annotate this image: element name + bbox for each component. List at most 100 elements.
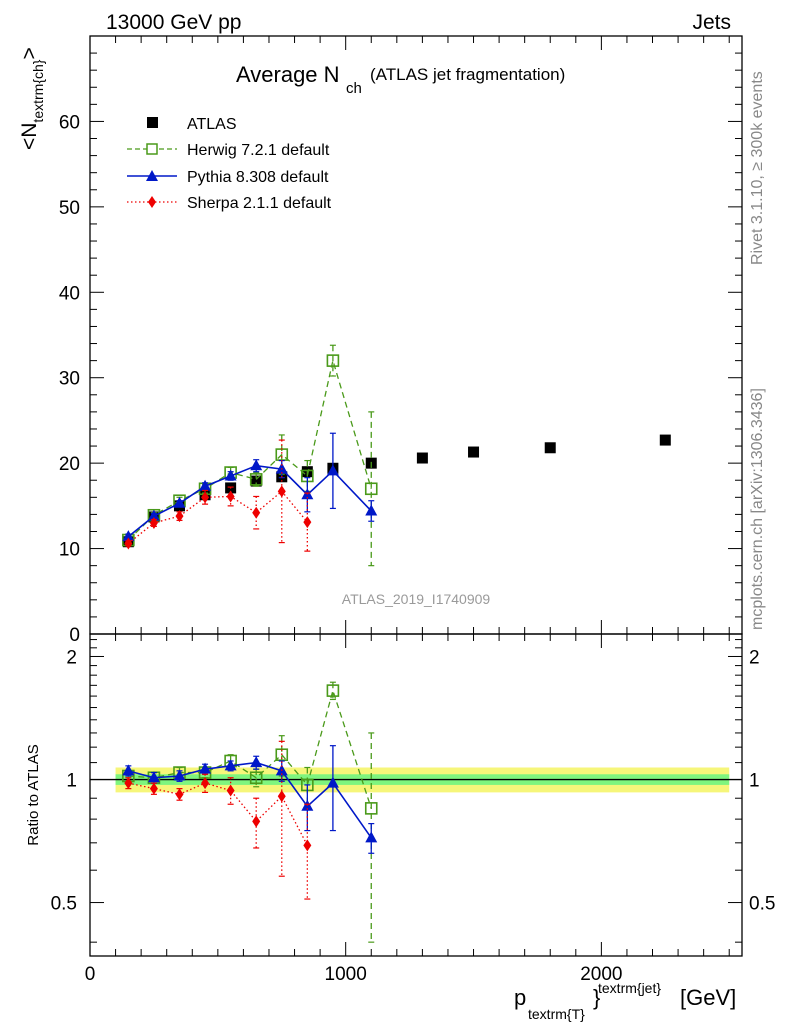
main-y-tick-label: 0 xyxy=(69,625,80,646)
pythia-data-point xyxy=(250,459,263,471)
plot-title: Average N xyxy=(236,62,340,87)
legend: ATLAS Herwig 7.2.1 default Pythia 8.308 … xyxy=(127,116,332,212)
main-y-tick-label: 30 xyxy=(59,369,80,390)
pythia-data-point xyxy=(173,496,186,508)
ratio-y-tick-label-left: 0.5 xyxy=(51,894,77,915)
main-axis-ticks: 0 10 20 30 40 50 60 xyxy=(59,36,742,646)
herwig-data-point xyxy=(249,771,263,785)
sherpa-data-point xyxy=(226,490,235,503)
sherpa-data-point xyxy=(175,510,184,523)
sherpa-data-point xyxy=(277,485,286,498)
svg-text:<Ntextrm{ch}>: <Ntextrm{ch}> xyxy=(18,47,46,150)
main-series xyxy=(122,344,671,567)
legend-label-sherpa: Sherpa 2.1.1 default xyxy=(187,195,332,212)
pythia-data-point xyxy=(122,530,135,542)
herwig-data-point xyxy=(326,354,340,367)
sherpa-data-point xyxy=(175,788,184,801)
atlas-data-point xyxy=(468,446,480,458)
sherpa-data-point xyxy=(149,516,158,529)
sherpa-ratio-line xyxy=(128,782,308,846)
pythia-data-point xyxy=(122,764,135,776)
pythia-data-point xyxy=(199,762,212,774)
legend-marker-herwig xyxy=(146,143,158,155)
x-tick-label: 0 xyxy=(85,964,96,985)
ratio-y-tick-label-right: 2 xyxy=(749,647,760,668)
sherpa-data-point xyxy=(277,790,286,803)
main-y-axis-label-post: > xyxy=(18,47,41,59)
pythia-data-point xyxy=(147,509,160,521)
herwig-line xyxy=(127,358,372,541)
pythia-data-point xyxy=(326,464,339,476)
main-y-tick-label: 60 xyxy=(59,112,80,133)
main-y-axis-label-pre: <N xyxy=(18,123,41,150)
main-y-tick-label: 10 xyxy=(59,540,80,561)
sherpa-data-point xyxy=(226,784,235,797)
atlas-data-point xyxy=(659,434,671,446)
pythia-line xyxy=(127,464,372,538)
sherpa-data-point xyxy=(252,815,261,828)
pythia-data-point xyxy=(326,776,339,788)
legend-marker-pythia xyxy=(146,170,158,181)
legend-label-pythia: Pythia 8.308 default xyxy=(187,169,329,186)
pythia-data-point xyxy=(173,769,186,781)
sherpa-data-point xyxy=(124,777,133,790)
sherpa-data-point xyxy=(201,777,210,790)
header-left: 13000 GeV pp xyxy=(106,11,241,34)
ratio-y-tick-label-left: 1 xyxy=(66,771,77,792)
header-right: Jets xyxy=(692,11,731,34)
legend-label-atlas: ATLAS xyxy=(187,116,237,133)
main-y-axis-label-sub: textrm{ch} xyxy=(30,59,46,122)
legend-marker-atlas xyxy=(147,117,158,128)
legend-label-herwig: Herwig 7.2.1 default xyxy=(187,142,330,159)
herwig-data-point xyxy=(326,684,340,697)
pythia-data-point xyxy=(224,759,237,771)
mcplots-label: mcplots.cern.ch [arXiv:1306.3436] xyxy=(749,388,766,630)
herwig-data-point xyxy=(249,473,263,486)
legend-marker-sherpa xyxy=(148,196,156,208)
main-y-axis-label: <Ntextrm{ch}> xyxy=(18,47,46,150)
ratio-axis-ticks: 0.5 0.5 1 1 2 2 0 1000 2000 xyxy=(51,634,775,985)
x-axis-label: p textrm{T} } textrm{jet} [GeV] xyxy=(514,980,736,1022)
pythia-ratio-line xyxy=(128,761,372,839)
herwig-data-point xyxy=(364,802,378,815)
ratio-band xyxy=(90,767,742,793)
ratio-y-axis-label: Ratio to ATLAS xyxy=(25,744,42,845)
atlas-data-point xyxy=(544,442,556,454)
sherpa-data-point xyxy=(252,506,261,519)
ratio-panel-frame xyxy=(89,633,743,957)
x-axis-label-p: p xyxy=(514,985,526,1010)
herwig-data-point xyxy=(275,748,289,762)
pythia-data-point xyxy=(199,479,212,491)
rivet-label: Rivet 3.1.10, ≥ 300k events xyxy=(749,71,766,265)
x-tick-label: 2000 xyxy=(580,964,622,985)
sherpa-line xyxy=(127,490,308,544)
x-axis-label-brace: } xyxy=(593,985,600,1010)
pythia-data-point xyxy=(365,831,378,843)
main-y-tick-label: 40 xyxy=(59,283,80,304)
sherpa-data-point xyxy=(149,782,158,795)
x-axis-label-unit: [GeV] xyxy=(680,985,736,1010)
atlas-data-point xyxy=(250,475,262,487)
plot-title-note: (ATLAS jet fragmentation) xyxy=(370,65,565,84)
main-y-tick-label: 20 xyxy=(59,454,80,475)
pythia-data-point xyxy=(147,771,160,783)
analysis-watermark: ATLAS_2019_I1740909 xyxy=(342,591,491,607)
pythia-data-point xyxy=(224,469,237,481)
x-axis-label-sup: textrm{jet} xyxy=(598,980,661,996)
main-y-tick-label: 50 xyxy=(59,198,80,219)
pythia-data-point xyxy=(365,504,378,516)
sherpa-data-point xyxy=(124,537,133,550)
herwig-ratio-line xyxy=(128,688,372,809)
pythia-data-point xyxy=(250,756,263,768)
sherpa-data-point xyxy=(201,491,210,504)
plot-title-subscript: ch xyxy=(346,80,362,97)
atlas-data-point xyxy=(416,452,428,464)
ratio-y-tick-label-right: 1 xyxy=(749,771,760,792)
x-axis-label-sub: textrm{T} xyxy=(528,1006,585,1022)
herwig-data-point xyxy=(364,482,378,496)
ratio-series xyxy=(122,681,378,943)
x-tick-label: 1000 xyxy=(325,964,367,985)
sherpa-data-point xyxy=(303,839,312,852)
sherpa-data-point xyxy=(303,516,312,529)
